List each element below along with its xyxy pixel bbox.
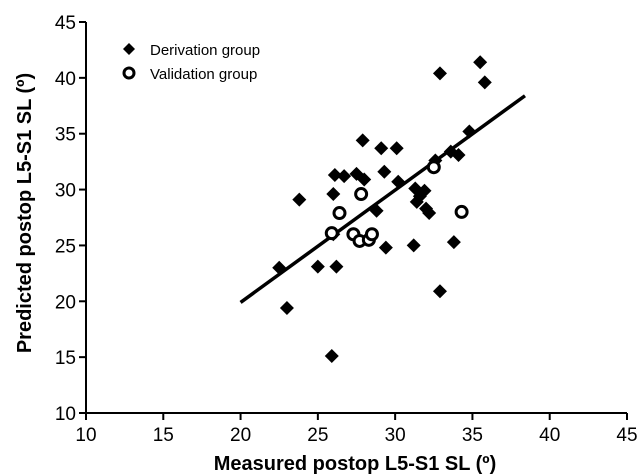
x-tick-label: 25	[307, 425, 328, 446]
validation-point	[354, 187, 369, 202]
data-points	[272, 55, 492, 364]
derivation-point	[432, 284, 447, 299]
validation-point	[332, 206, 347, 221]
validation-point	[324, 226, 339, 241]
y-tick-label: 45	[55, 13, 76, 34]
derivation-point	[473, 55, 488, 70]
derivation-point	[378, 240, 393, 255]
y-tick-label: 25	[55, 236, 76, 257]
derivation-point	[292, 192, 307, 207]
validation-point	[426, 160, 441, 175]
y-tick-label: 30	[55, 181, 76, 202]
legend: Derivation group Validation group	[122, 42, 260, 83]
derivation-point	[406, 238, 421, 253]
derivation-point	[327, 168, 342, 183]
derivation-point	[432, 66, 447, 81]
derivation-point	[462, 124, 477, 139]
validation-point	[454, 204, 469, 219]
legend-label-validation: Validation group	[150, 66, 257, 83]
legend-label-derivation: Derivation group	[150, 42, 260, 59]
derivation-point	[310, 259, 325, 274]
y-tick-label: 40	[55, 69, 76, 90]
derivation-point	[326, 187, 341, 202]
regression-line	[239, 94, 527, 304]
legend-marker-derivation	[123, 43, 135, 55]
legend-marker-validation	[122, 66, 136, 80]
derivation-point	[374, 141, 389, 156]
x-tick-label: 35	[462, 425, 483, 446]
derivation-point	[357, 172, 372, 187]
y-tick-label: 20	[55, 292, 76, 313]
derivation-point	[272, 260, 287, 275]
y-tick-label: 35	[55, 125, 76, 146]
x-axis-ticks: 10 15 20 25 30 35 40 45	[75, 413, 638, 446]
derivation-point	[329, 259, 344, 274]
y-axis-ticks: 10 15 20 25 30 35 40 45	[55, 13, 86, 425]
x-tick-label: 45	[616, 425, 637, 446]
derivation-point	[417, 183, 432, 198]
derivation-point	[391, 174, 406, 189]
y-tick-label: 10	[55, 404, 76, 425]
x-axis-title: Measured postop L5-S1 SL (º)	[214, 453, 497, 475]
derivation-point	[369, 203, 384, 218]
x-tick-label: 30	[385, 425, 406, 446]
x-tick-label: 20	[230, 425, 251, 446]
derivation-point	[422, 206, 437, 221]
x-tick-label: 10	[75, 425, 96, 446]
derivation-point	[477, 75, 492, 90]
derivation-point	[324, 349, 339, 364]
y-tick-label: 15	[55, 348, 76, 369]
validation-point	[364, 227, 379, 242]
y-axis-title: Predicted postop L5-S1 SL (º)	[14, 73, 36, 353]
derivation-point	[337, 169, 352, 184]
derivation-point	[446, 235, 461, 250]
derivation-point	[451, 147, 466, 162]
derivation-point	[355, 133, 370, 148]
derivation-point	[389, 141, 404, 156]
x-tick-label: 40	[539, 425, 560, 446]
derivation-point	[279, 300, 294, 315]
derivation-point	[377, 164, 392, 179]
axes	[85, 22, 627, 414]
x-tick-label: 15	[153, 425, 174, 446]
